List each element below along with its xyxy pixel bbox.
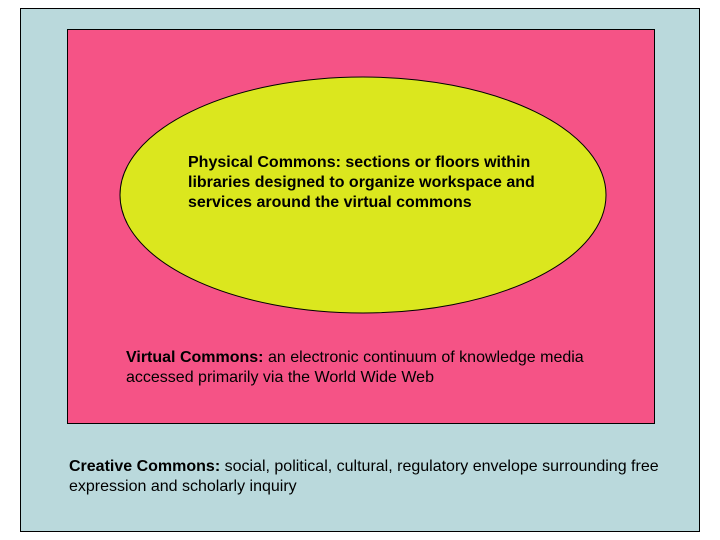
physical-text: Physical Commons: sections or floors wit… bbox=[188, 153, 558, 213]
mid-frame: Physical Commons: sections or floors wit… bbox=[67, 29, 655, 424]
ellipse-container: Physical Commons: sections or floors wit… bbox=[118, 75, 608, 315]
outer-frame: Physical Commons: sections or floors wit… bbox=[20, 8, 700, 532]
creative-text: Creative Commons: social, political, cul… bbox=[69, 457, 669, 497]
creative-label: Creative Commons: bbox=[69, 458, 220, 475]
virtual-label: Virtual Commons: bbox=[126, 349, 264, 366]
virtual-text: Virtual Commons: an electronic continuum… bbox=[126, 348, 616, 388]
physical-label: Physical Commons: bbox=[188, 154, 341, 171]
